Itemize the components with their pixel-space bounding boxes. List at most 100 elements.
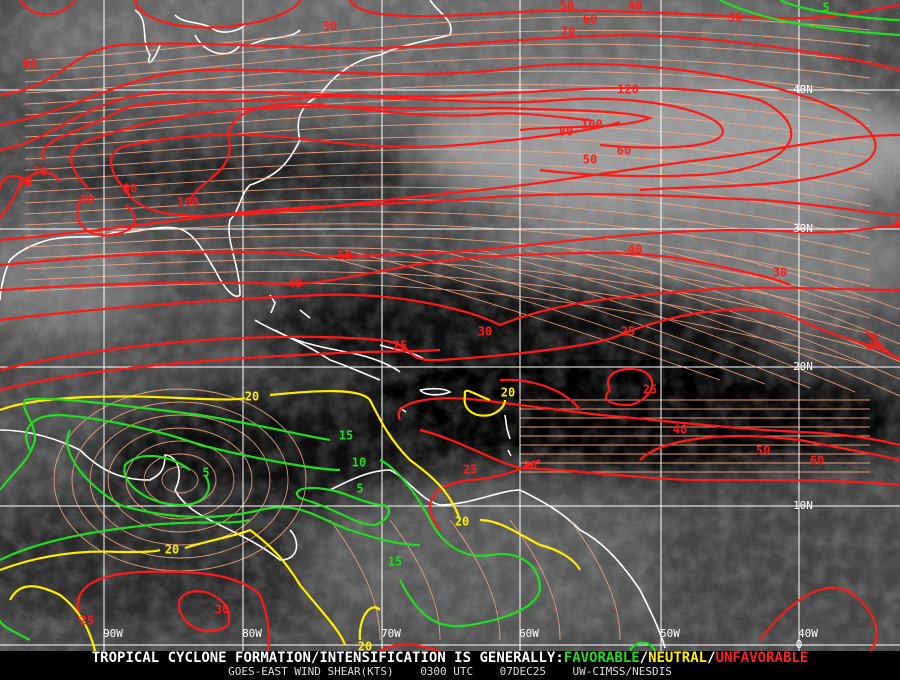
- product-name: GOES-EAST WIND SHEAR(KTS): [228, 665, 394, 678]
- valid-time: 0300 UTC: [420, 665, 474, 678]
- streamline: [299, 249, 721, 381]
- unfavorable-contour-labels: 50 50 60 70 40 30 60 120 100 80 60 50 70…: [18, 0, 900, 628]
- legend-separator: /: [707, 650, 716, 666]
- contour-label: 70: [33, 165, 47, 179]
- contour-label: 40: [288, 277, 302, 291]
- contour-label: 10: [352, 456, 366, 470]
- streamline: [24, 186, 871, 239]
- legend-neutral: NEUTRAL: [648, 650, 708, 666]
- streamline: [389, 519, 441, 641]
- contour-label: 25: [393, 339, 407, 353]
- contour-label: 15: [339, 429, 353, 443]
- contour-label: 5: [822, 1, 829, 15]
- streamline: [434, 249, 856, 393]
- streamline: [24, 247, 871, 319]
- contour-label: 25: [621, 325, 635, 339]
- contour-label: 100: [581, 118, 603, 132]
- streamline: [71, 401, 289, 559]
- contour-label: 15: [388, 555, 402, 569]
- contour-label: 20: [501, 386, 515, 400]
- streamline: [24, 43, 871, 83]
- contour-label: 30: [215, 603, 229, 617]
- streamline: [524, 249, 900, 380]
- satellite-imagery: [0, 0, 900, 651]
- lon-label: 40W: [798, 627, 818, 640]
- streamline: [53, 388, 307, 572]
- contour-label: 50: [338, 249, 352, 263]
- streamline: [344, 249, 766, 385]
- streamline: [24, 235, 871, 303]
- product-source: UW-CIMSS/NESDIS: [572, 665, 672, 678]
- legend-headline: TROPICAL CYCLONE FORMATION/INTENSIFICATI…: [91, 650, 564, 666]
- contour-label: 30: [523, 459, 537, 473]
- legend-separator: /: [639, 650, 649, 666]
- contour-label: 25: [463, 463, 477, 477]
- favorable-contour-labels: 15 10 5 5 15 5: [202, 1, 829, 569]
- map-canvas: 50 50 60 70 40 30 60 120 100 80 60 50 70…: [0, 0, 900, 651]
- legend-favorable: FAVORABLE: [563, 650, 640, 666]
- contour-label: 50: [583, 153, 597, 167]
- formation-legend: TROPICAL CYCLONE FORMATION/INTENSIFICATI…: [0, 651, 900, 666]
- contour-label: 5: [356, 482, 363, 496]
- contour-label: 20: [358, 640, 372, 652]
- streamline: [24, 29, 871, 72]
- contour-label: 30: [773, 266, 787, 280]
- streamline: [569, 249, 900, 363]
- contour-label: 100: [177, 196, 199, 210]
- neutral-shear-contours: [0, 389, 581, 651]
- streamline: [24, 161, 871, 207]
- contour-label: 5: [202, 466, 209, 480]
- latitude-labels: 40N 30N 20N 10N 0: [793, 83, 813, 651]
- contour-label: 3: [893, 217, 900, 231]
- contour-label: 20: [165, 543, 179, 557]
- contour-label: 60: [810, 454, 824, 468]
- lon-label: 70W: [381, 627, 401, 640]
- streamline: [569, 519, 621, 641]
- lon-label: 60W: [519, 627, 539, 640]
- contour-label: 20: [245, 390, 259, 404]
- contour-label: 40: [673, 423, 687, 437]
- streamline: [614, 249, 900, 345]
- contour-label: 50: [323, 20, 337, 34]
- lat-label: 30N: [793, 222, 813, 235]
- contour-label: 90: [123, 182, 137, 196]
- contour-label: 50: [560, 0, 574, 13]
- legend-footer: TROPICAL CYCLONE FORMATION/INTENSIFICATI…: [0, 651, 900, 680]
- us-east-coast: [0, 0, 452, 301]
- streamline: [659, 249, 900, 328]
- streamline: [704, 249, 900, 311]
- streamline: [161, 466, 199, 494]
- unfavorable-shear-contours: [0, 0, 900, 651]
- streamline: [24, 211, 871, 271]
- product-info: GOES-EAST WIND SHEAR(KTS) 0300 UTC 07DEC…: [0, 666, 900, 678]
- streamline: [24, 136, 871, 175]
- contour-label: 60: [617, 144, 631, 158]
- contour-label: 20: [455, 515, 469, 529]
- streamline: [24, 259, 871, 335]
- streamline: [24, 97, 871, 127]
- streamline: [24, 174, 871, 223]
- lat-label: 20N: [793, 360, 813, 373]
- contour-label: 30: [478, 325, 492, 339]
- streamline: [449, 519, 501, 641]
- favorable-shear-contours: [0, 0, 900, 651]
- lat-label: 10N: [793, 499, 813, 512]
- neutral-contour-labels: 20 20 20 20 20: [165, 386, 515, 652]
- longitude-labels: 90W 80W 70W 60W 50W 40W: [103, 627, 818, 640]
- streamline: [24, 15, 871, 61]
- lon-label: 90W: [103, 627, 123, 640]
- streamline: [89, 414, 271, 546]
- streamline: [24, 282, 871, 367]
- streamline: [24, 270, 871, 351]
- contour-label: 60: [23, 57, 37, 71]
- shear-max-marker: [873, 333, 877, 337]
- legend-unfavorable: UNFAVORABLE: [715, 650, 809, 666]
- contour-label: 80: [559, 125, 573, 139]
- lat-label: 40N: [793, 83, 813, 96]
- streamline: [389, 249, 811, 389]
- contour-label: 50: [756, 444, 770, 458]
- contour-label: 60: [583, 13, 597, 27]
- streamline: [107, 427, 253, 533]
- streamline: [24, 123, 871, 159]
